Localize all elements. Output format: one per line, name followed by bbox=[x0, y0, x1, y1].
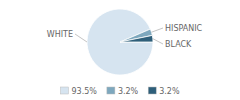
legend-swatch bbox=[107, 87, 115, 94]
slice-labels: WHITE HISPANIC BLACK bbox=[47, 24, 203, 49]
legend-item: 3.2% bbox=[107, 87, 139, 96]
pie bbox=[87, 9, 153, 75]
legend-label: 3.2% bbox=[159, 87, 180, 96]
slice-label: WHITE bbox=[47, 30, 73, 39]
legend: 93.5% 3.2% 3.2% bbox=[60, 87, 179, 96]
legend-item: 93.5% bbox=[60, 87, 97, 96]
legend-swatch bbox=[148, 87, 156, 94]
legend-swatch bbox=[60, 87, 68, 94]
slice-label: BLACK bbox=[165, 40, 192, 49]
slice-label: HISPANIC bbox=[165, 24, 203, 33]
pie-slice bbox=[87, 9, 153, 75]
leader-line bbox=[152, 28, 163, 32]
chart: WHITE HISPANIC BLACK 93.5% 3.2% 3.2% bbox=[0, 0, 240, 100]
legend-label: 3.2% bbox=[118, 87, 139, 96]
legend-label: 93.5% bbox=[71, 87, 97, 96]
legend-item: 3.2% bbox=[148, 87, 180, 96]
leader-line bbox=[153, 39, 163, 44]
pie-slice bbox=[120, 29, 152, 42]
pie-slice bbox=[120, 35, 153, 42]
leader-line bbox=[75, 34, 87, 42]
